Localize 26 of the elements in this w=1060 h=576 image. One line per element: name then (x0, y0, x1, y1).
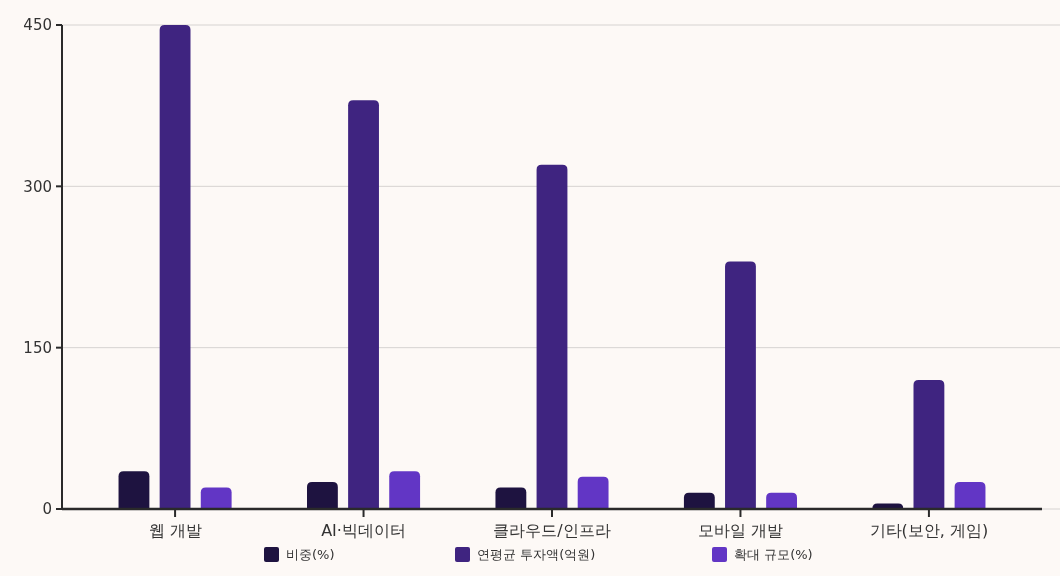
y-tick-label: 300 (23, 177, 52, 196)
bar (307, 482, 338, 509)
bar (389, 471, 421, 509)
bar (348, 100, 379, 509)
y-tick-label: 450 (23, 16, 52, 35)
bar (118, 471, 150, 509)
bar (536, 164, 568, 509)
legend-label: 연평균 투자액(억원) (477, 546, 596, 562)
x-tick-label: 웹 개발 (148, 521, 202, 540)
bar (725, 261, 756, 509)
bar (954, 482, 986, 509)
bar (577, 476, 609, 509)
bar (159, 25, 191, 509)
legend-label: 확대 규모(%) (734, 546, 813, 562)
x-tick-label: AI·빅데이터 (321, 521, 406, 540)
bar (766, 492, 797, 509)
bar (200, 487, 232, 509)
y-tick-label: 0 (42, 500, 52, 519)
y-tick-label: 150 (23, 338, 52, 357)
x-tick-label: 모바일 개발 (697, 521, 784, 540)
bar (495, 487, 527, 509)
bar (683, 492, 715, 509)
x-tick-label: 기타(보안, 게임) (869, 521, 989, 540)
x-tick-label: 클라우드/인프라 (493, 521, 611, 540)
legend-label: 비중(%) (286, 546, 335, 562)
bar (913, 379, 945, 509)
